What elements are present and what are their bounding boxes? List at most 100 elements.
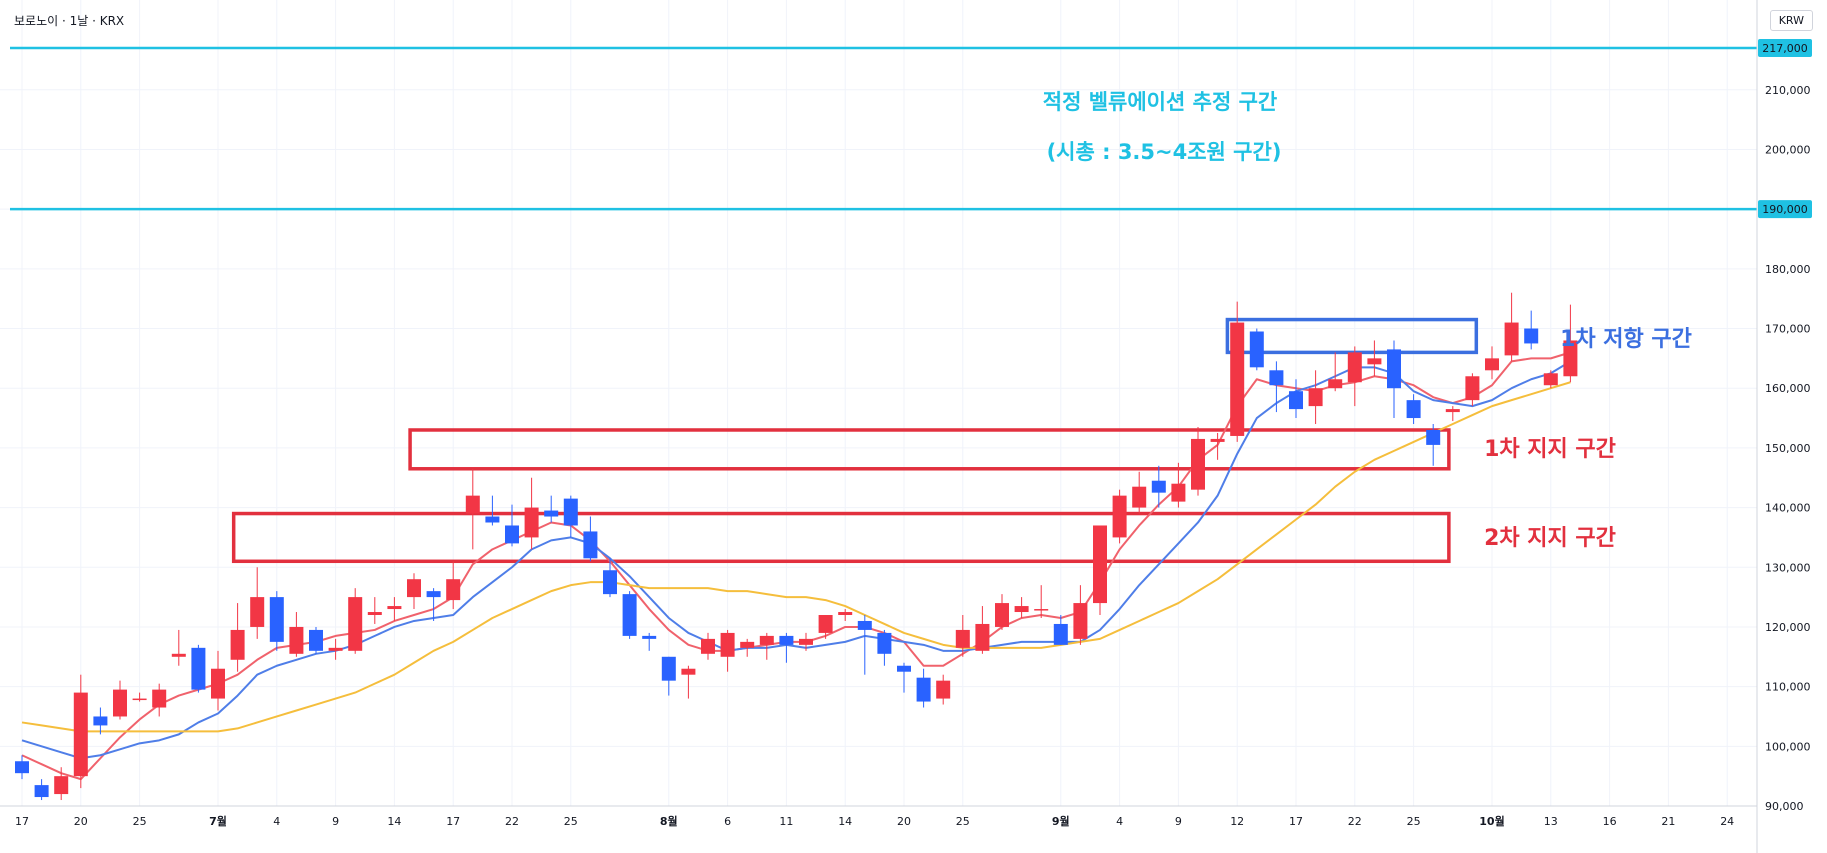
x-tick-label: 4 — [1116, 815, 1123, 828]
candle-body — [426, 591, 441, 598]
y-tick-label: 100,000 — [1765, 740, 1811, 753]
candle-body — [995, 603, 1009, 627]
candle-body — [524, 507, 539, 538]
grid-layer — [0, 0, 1757, 807]
candle-body — [113, 689, 127, 717]
candle-body — [15, 761, 29, 774]
candle-body — [1269, 370, 1284, 386]
candle-body — [877, 632, 892, 654]
price-tag-bg — [1758, 200, 1812, 219]
x-tick-label: 9월 — [1052, 814, 1070, 828]
x-tick-label: 6 — [724, 815, 731, 828]
y-tick-label: 90,000 — [1765, 800, 1804, 813]
candle-body — [1073, 603, 1088, 639]
candle-body — [407, 579, 421, 598]
candle-body — [1347, 352, 1362, 383]
candle-body — [1053, 623, 1068, 645]
candle-body — [1210, 438, 1225, 442]
candle-body — [1191, 438, 1205, 490]
candle-body — [1485, 358, 1499, 371]
candle-body — [661, 656, 676, 681]
candle-body — [1112, 495, 1127, 538]
x-tick-label: 10월 — [1479, 814, 1504, 828]
y-tick-label: 130,000 — [1765, 561, 1811, 574]
x-tick-label: 25 — [564, 815, 578, 828]
candle-body — [1504, 322, 1519, 356]
candle-body — [269, 597, 284, 642]
candle-body — [1367, 358, 1382, 365]
candle-body — [387, 606, 402, 610]
x-tick-label: 16 — [1603, 815, 1617, 828]
candle-body — [1543, 373, 1558, 386]
candle-body — [681, 668, 696, 675]
candle-body — [1034, 609, 1049, 611]
candle-body — [1406, 400, 1421, 419]
candle-body — [34, 785, 49, 798]
x-tick-label: 22 — [1348, 815, 1362, 828]
candle-body — [1465, 376, 1480, 401]
x-tick-label: 17 — [15, 815, 29, 828]
symbol-info: 보로노이 · 1날 · KRX — [14, 14, 125, 28]
candle-body — [759, 635, 774, 645]
candle-body — [1171, 483, 1186, 502]
x-tick-label: 25 — [956, 815, 970, 828]
candle-body — [1151, 480, 1166, 493]
candle-body — [779, 635, 794, 645]
candle-body — [348, 597, 363, 651]
y-tick-label: 120,000 — [1765, 621, 1811, 634]
candle-body — [740, 641, 755, 648]
candle-body — [367, 612, 382, 616]
x-tick-label: 9 — [1175, 815, 1182, 828]
candle-body — [897, 665, 911, 672]
support-zone-2-label: 2차 지지 구간 — [1484, 526, 1616, 551]
moving-average-line — [21, 381, 1571, 733]
candle-body — [152, 689, 167, 708]
candle-body — [563, 498, 578, 526]
y-tick-label: 140,000 — [1765, 502, 1811, 515]
candle-body — [544, 510, 559, 517]
price-tag-label: 190,000 — [1762, 203, 1808, 216]
moving-average-line — [21, 360, 1571, 760]
reference-lines — [10, 46, 1757, 211]
candle-body — [1524, 328, 1539, 344]
support-zone-1-label: 1차 지지 구간 — [1484, 437, 1616, 462]
resistance-zone-box — [1225, 317, 1479, 355]
support-zone-1-box — [408, 428, 1451, 471]
x-tick-label: 20 — [74, 815, 88, 828]
resistance-zone-label: 1차 저항 구간 — [1560, 327, 1692, 352]
x-tick-label: 8월 — [660, 814, 678, 828]
candle-body — [720, 632, 735, 657]
y-tick-label: 180,000 — [1765, 263, 1811, 276]
candle-body — [622, 594, 637, 636]
currency-button[interactable]: KRW — [1769, 10, 1813, 31]
candle-body — [1093, 525, 1107, 604]
candle-body — [642, 635, 657, 639]
candle-body — [1289, 391, 1303, 410]
candle-body — [1387, 349, 1401, 389]
candle-body — [838, 612, 853, 616]
candle-body — [936, 680, 951, 699]
candle-body — [191, 647, 206, 690]
annotation-text: 적정 벨류에이션 추정 구간 (시총 : 3.5~4조원 구간) 1차 저항 구간 1… — [1043, 90, 1692, 551]
candle-body — [230, 629, 245, 660]
candle-body — [1426, 429, 1441, 445]
candle-body — [485, 516, 500, 523]
candle-body — [955, 629, 970, 648]
moving-average-line — [21, 351, 1571, 781]
candle-body — [1308, 388, 1323, 407]
candle-body — [211, 668, 225, 699]
x-tick-label: 9 — [332, 815, 339, 828]
y-tick-label: 150,000 — [1765, 442, 1811, 455]
x-tick-label: 12 — [1230, 815, 1244, 828]
y-tick-label: 210,000 — [1765, 84, 1811, 97]
candle-body — [1132, 486, 1147, 508]
x-tick-label: 17 — [446, 815, 460, 828]
x-tick-label: 21 — [1661, 815, 1675, 828]
candle-body — [250, 597, 265, 627]
x-tick-label: 22 — [505, 815, 519, 828]
candle-body — [1563, 340, 1578, 377]
price-tag-label: 217,000 — [1762, 42, 1808, 55]
candle-body — [975, 623, 990, 651]
